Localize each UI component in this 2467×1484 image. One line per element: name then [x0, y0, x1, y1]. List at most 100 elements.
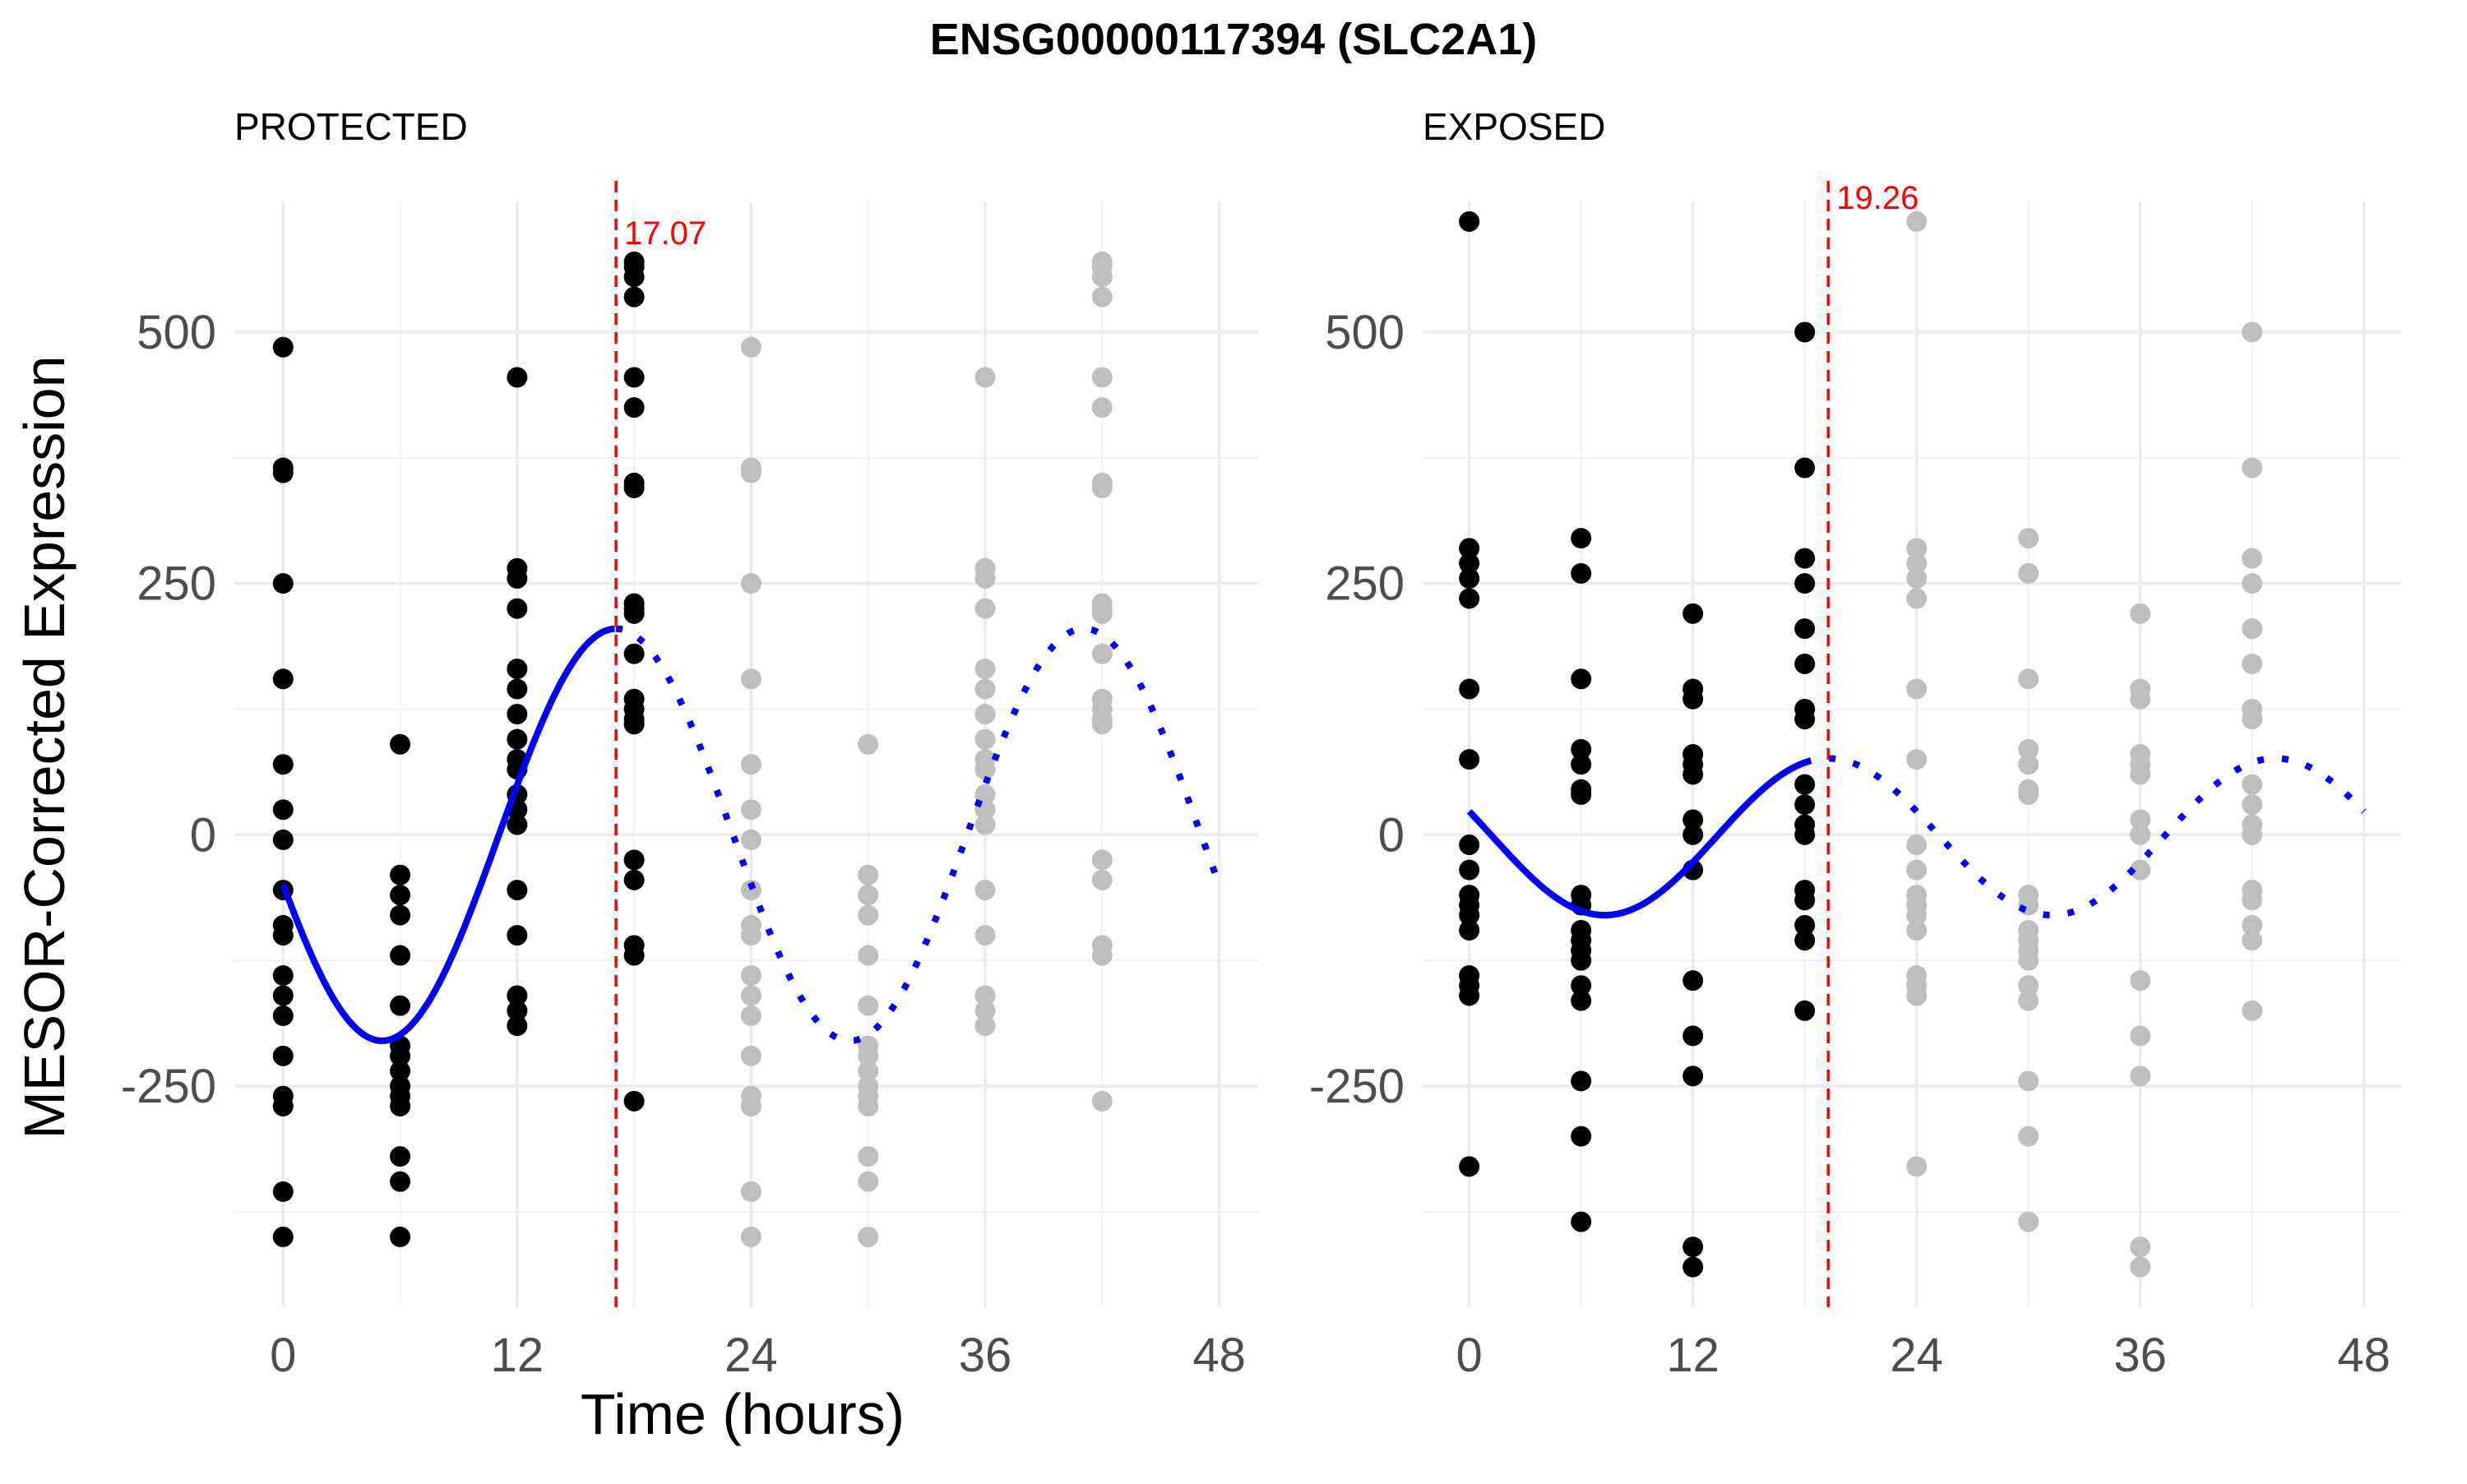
data-point [1682, 764, 1704, 785]
replicated-point [1091, 1090, 1113, 1112]
data-point [1794, 573, 1816, 594]
data-point [1794, 653, 1816, 674]
data-point [1682, 1025, 1704, 1047]
y-tick-label: 250 [137, 557, 216, 611]
data-point [1682, 824, 1704, 845]
data-point [272, 573, 294, 594]
x-tick-label: 36 [959, 1329, 1012, 1382]
replicated-point [1906, 859, 1928, 881]
data-point [623, 945, 645, 966]
x-axis-title: Time (hours) [581, 1382, 905, 1446]
replicated-point [740, 1005, 761, 1026]
replicated-point [974, 985, 996, 1006]
data-point [507, 598, 528, 619]
replicated-point [1906, 919, 1928, 941]
data-point [1794, 930, 1816, 951]
replicated-point [1091, 397, 1113, 418]
replicated-point [2242, 914, 2263, 936]
data-point [390, 864, 411, 885]
data-point [623, 367, 645, 388]
data-point [1794, 457, 1816, 478]
replicated-point [2130, 1237, 2151, 1258]
data-point [272, 1181, 294, 1202]
replicated-point [974, 1015, 996, 1037]
replicated-point [740, 965, 761, 986]
replicated-point [974, 659, 996, 680]
data-point [1682, 809, 1704, 830]
x-tick-label: 0 [270, 1329, 296, 1382]
data-point [1682, 970, 1704, 992]
data-point [1794, 794, 1816, 816]
replicated-point [974, 1000, 996, 1021]
data-point [623, 266, 645, 288]
data-point [1682, 1237, 1704, 1258]
replicated-point [2242, 618, 2263, 640]
data-point [507, 985, 528, 1006]
data-point [507, 1015, 528, 1037]
y-tick-label: 0 [1378, 808, 1405, 862]
replicated-point [1906, 538, 1928, 559]
replicated-point [974, 367, 996, 388]
data-point [1794, 774, 1816, 795]
data-point [390, 1146, 411, 1167]
data-point [623, 397, 645, 418]
replicated-point [1091, 266, 1113, 288]
replicated-point [974, 678, 996, 700]
data-point [390, 1226, 411, 1247]
data-point [1571, 990, 1592, 1011]
fit-curve-solid [280, 625, 615, 1044]
replicated-point [2242, 653, 2263, 674]
data-point [272, 1095, 294, 1116]
data-point [1459, 210, 1480, 232]
panel-title: EXPOSED [1423, 105, 1605, 148]
data-point [1571, 1211, 1592, 1232]
replicated-point [858, 904, 879, 926]
data-point [1571, 668, 1592, 690]
replicated-point [740, 925, 761, 946]
fit-curve-projection [1803, 755, 2367, 919]
replicated-point [974, 925, 996, 946]
data-point [272, 462, 294, 483]
data-point [507, 678, 528, 700]
replicated-point [740, 1181, 761, 1202]
replicated-point [2130, 764, 2151, 785]
x-tick-label: 12 [491, 1329, 544, 1382]
replicated-point [1906, 749, 1928, 770]
panel-protected: 0 12 24 36 48 -250 0 250 500 PROTECTED 17.07 [121, 105, 1258, 1382]
data-point [1794, 321, 1816, 343]
replicated-point [1091, 945, 1113, 966]
data-point [507, 568, 528, 589]
data-point [507, 925, 528, 946]
data-point [390, 733, 411, 755]
panel-title: PROTECTED [234, 105, 468, 148]
peak-time-label: 17.07 [624, 215, 706, 252]
replicated-point [2242, 890, 2263, 911]
replicated-point [2018, 1211, 2039, 1232]
data-point [1459, 568, 1480, 589]
data-point [507, 728, 528, 750]
replicated-point [974, 704, 996, 725]
data-point [1571, 754, 1592, 775]
replicated-point [1906, 588, 1928, 609]
data-point [1794, 548, 1816, 569]
data-point [390, 1045, 411, 1066]
replicated-point [2242, 548, 2263, 569]
replicated-point [1091, 367, 1113, 388]
replicated-point [1906, 834, 1928, 856]
replicated-point [2242, 824, 2263, 845]
x-tick-label: 48 [1192, 1329, 1246, 1382]
y-tick-label: 0 [190, 808, 216, 862]
replicated-point [2242, 794, 2263, 816]
data-point [1794, 824, 1816, 845]
replicated-point [974, 814, 996, 835]
data-point [623, 643, 645, 664]
replicated-point [740, 985, 761, 1006]
data-point [1459, 678, 1480, 700]
replicated-point [974, 598, 996, 619]
data-point [1794, 914, 1816, 936]
data-point [623, 477, 645, 498]
replicated-point [2018, 754, 2039, 775]
replicated-point [740, 799, 761, 821]
replicated-point [1091, 869, 1113, 890]
